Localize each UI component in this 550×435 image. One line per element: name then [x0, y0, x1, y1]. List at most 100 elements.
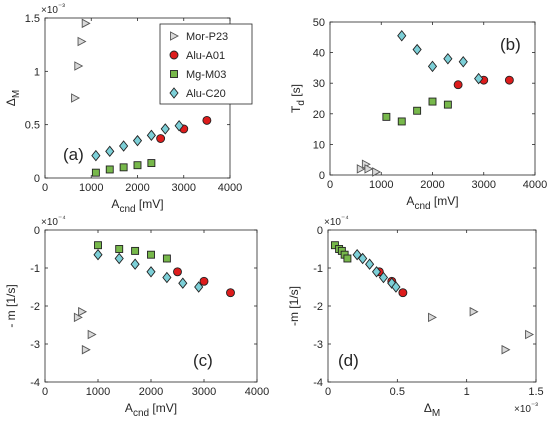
data-point — [71, 93, 81, 103]
data-point — [525, 329, 535, 340]
data-point — [194, 281, 204, 293]
y-axis-label: -m [1/s] — [287, 286, 301, 326]
data-point — [199, 276, 209, 286]
data-point — [93, 248, 103, 261]
y-tick-label: 0 — [34, 173, 40, 185]
data-point — [162, 271, 172, 284]
data-point — [119, 140, 129, 152]
series-alu-a01 — [156, 115, 212, 143]
series-alu-c20 — [397, 30, 484, 85]
panel-label: (c) — [193, 351, 213, 370]
data-point — [162, 254, 171, 263]
y-tick-label: -4 — [313, 377, 323, 389]
legend-label: Mor-P23 — [186, 31, 228, 43]
data-point — [356, 164, 366, 174]
y-axis-label: Td [s] — [289, 84, 307, 113]
y-exponent-label: ×10⁻³ — [41, 2, 65, 16]
data-point — [443, 100, 452, 109]
x-tick-label: 1 — [464, 386, 470, 398]
x-tick-label: 2000 — [125, 182, 149, 194]
series-mor-p23 — [73, 306, 97, 355]
legend-label: Alu-A01 — [186, 50, 225, 62]
data-point — [119, 163, 128, 172]
x-axis-label: Acnd [mV] — [111, 197, 163, 215]
x-tick-label: 2000 — [420, 179, 444, 191]
y-tick-label: -3 — [313, 339, 323, 351]
x-tick-label: 2000 — [139, 386, 163, 398]
x-tick-label: 4000 — [218, 182, 242, 194]
data-point — [443, 52, 453, 65]
data-point — [146, 266, 156, 278]
panel-label: (a) — [63, 145, 84, 164]
data-point — [378, 271, 389, 284]
x-tick-label: 1000 — [369, 179, 393, 191]
data-point — [371, 266, 382, 278]
data-point — [160, 123, 170, 135]
data-point — [412, 43, 422, 56]
series-mor-p23 — [428, 306, 535, 355]
data-point — [343, 254, 352, 263]
data-point — [469, 306, 479, 317]
data-point — [115, 245, 124, 253]
x-tick-label: 1000 — [86, 386, 110, 398]
data-point — [397, 117, 406, 126]
x-tick-label: 0 — [42, 386, 48, 398]
y-tick-label: 10 — [313, 139, 325, 151]
data-point — [133, 161, 142, 170]
data-point — [146, 129, 156, 142]
data-point — [105, 145, 115, 158]
y-tick-label: 0 — [317, 225, 323, 237]
series-alu-c20 — [93, 248, 204, 293]
y-exponent-label: ×10⁻⁴ — [41, 214, 66, 228]
x-axis-label: ΔM — [424, 401, 440, 419]
y-tick-label: -1 — [30, 263, 40, 275]
x-tick-label: 3000 — [472, 179, 496, 191]
y-axis-label: ΔM — [4, 90, 22, 106]
y-tick-label: 40 — [313, 48, 325, 60]
data-point — [352, 248, 362, 261]
series-mg-m03 — [382, 97, 452, 126]
y-tick-label: 0.5 — [25, 120, 40, 132]
y-tick-label: 20 — [313, 109, 325, 121]
data-point — [372, 167, 382, 177]
legend-marker — [169, 50, 179, 60]
y-tick-label: -2 — [313, 301, 323, 313]
data-point — [81, 344, 91, 355]
y-tick-label: 1.5 — [25, 13, 40, 25]
series-alu-c20 — [91, 120, 184, 162]
data-point — [358, 252, 368, 265]
panel-label: (d) — [338, 351, 359, 370]
x-exponent-label: ×10⁻³ — [514, 401, 538, 415]
data-point — [114, 252, 124, 265]
data-point — [147, 159, 156, 168]
data-point — [91, 168, 100, 177]
data-point — [504, 75, 514, 85]
data-point — [174, 120, 184, 132]
data-point — [94, 241, 102, 250]
series-mg-m03 — [330, 241, 352, 263]
data-point — [501, 344, 511, 355]
x-axis-label: Acnd [mV] — [406, 194, 458, 212]
data-point — [78, 306, 88, 317]
data-point — [130, 258, 140, 270]
x-tick-label: 1000 — [79, 182, 103, 194]
y-tick-label: -2 — [30, 301, 40, 313]
x-tick-label: 1.5 — [528, 386, 543, 398]
panel-b: 0 1000 2000 3000 4000 0 10 20 30 40 50 Acnd [mV] Td … — [289, 17, 547, 212]
legend-marker — [170, 31, 179, 41]
y-tick-label: 0 — [34, 225, 40, 237]
series-mg-m03 — [94, 241, 171, 263]
data-point — [156, 134, 166, 143]
legend-label: Alu-C20 — [186, 88, 226, 100]
x-tick-label: 0 — [42, 182, 48, 194]
data-point — [428, 97, 437, 106]
series-mor-p23 — [356, 159, 382, 177]
series-mg-m03 — [91, 159, 156, 177]
x-tick-label: 0 — [327, 179, 333, 191]
data-point — [413, 106, 422, 115]
y-tick-label: -3 — [30, 339, 40, 351]
data-point — [364, 164, 374, 174]
data-point — [87, 329, 97, 340]
data-point — [458, 56, 468, 68]
